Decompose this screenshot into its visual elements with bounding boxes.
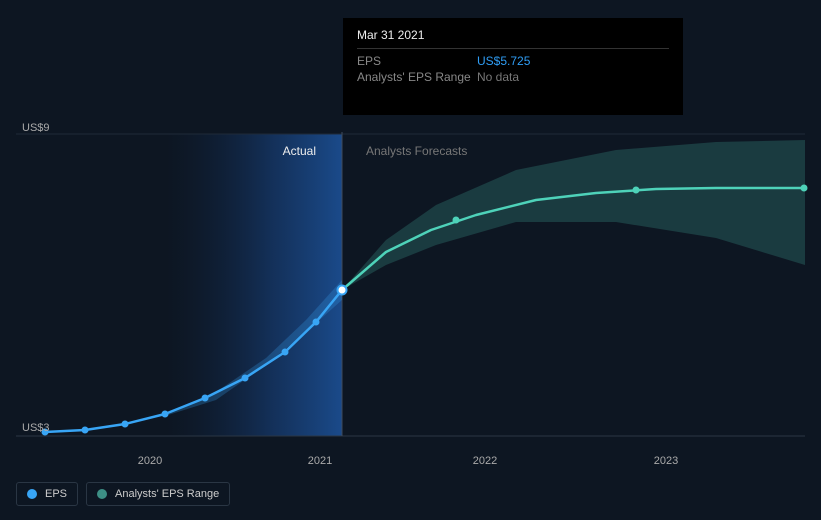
x-axis-label: 2023 [654,455,678,467]
tooltip-key: EPS [357,54,477,68]
legend-swatch [27,489,37,499]
legend-item[interactable]: EPS [16,482,78,506]
tooltip-row: Analysts' EPS RangeNo data [357,69,669,85]
label-forecast: Analysts Forecasts [366,144,467,158]
label-actual: Actual [283,144,316,158]
y-axis-label: US$9 [22,122,50,134]
tooltip-key: Analysts' EPS Range [357,70,477,84]
x-axis-label: 2022 [473,455,497,467]
legend-swatch [97,489,107,499]
chart-legend: EPS Analysts' EPS Range [16,482,230,506]
section-labels: Actual Analysts Forecasts [0,144,821,164]
tooltip-date: Mar 31 2021 [357,28,669,49]
legend-item[interactable]: Analysts' EPS Range [86,482,230,506]
eps-chart: Actual Analysts Forecasts US$9 US$3 2020 2… [0,0,821,520]
legend-label: EPS [45,488,67,500]
tooltip-value: No data [477,70,519,84]
tooltip-row: EPSUS$5.725 [357,53,669,69]
tooltip-value: US$5.725 [477,54,530,68]
chart-tooltip: Mar 31 2021 EPSUS$5.725Analysts' EPS Ran… [343,18,683,115]
tooltip-rows: EPSUS$5.725Analysts' EPS RangeNo data [357,53,669,85]
y-axis-label: US$3 [22,422,50,434]
x-axis-label: 2020 [138,455,162,467]
legend-label: Analysts' EPS Range [115,488,219,500]
x-axis-label: 2021 [308,455,332,467]
